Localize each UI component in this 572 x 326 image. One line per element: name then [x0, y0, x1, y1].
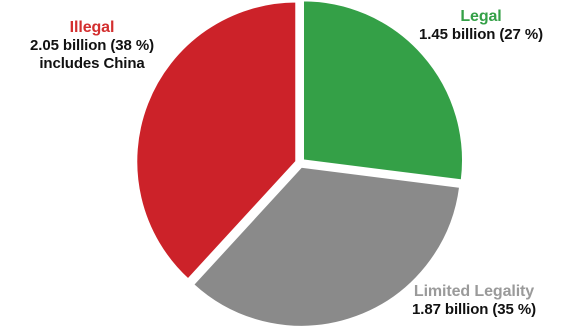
slice-note-illegal: includes China — [39, 55, 145, 72]
pie-slices — [135, 0, 464, 326]
pie-slice-limited — [191, 165, 462, 326]
slice-name-legal: Legal — [460, 8, 502, 25]
slice-label-legal: Legal 1.45 billion (27 %) — [392, 8, 570, 44]
slice-value-limited: 1.87 billion (35 %) — [412, 301, 536, 318]
slice-value-illegal: 2.05 billion (38 %) — [30, 37, 154, 54]
slice-value-legal: 1.45 billion (27 %) — [419, 26, 543, 43]
slice-name-illegal: Illegal — [69, 19, 115, 36]
slice-label-illegal: Illegal 2.05 billion (38 %) includes Chi… — [4, 19, 180, 73]
pie-slice-legal — [302, 0, 464, 182]
slice-label-limited: Limited Legality 1.87 billion (35 %) — [376, 283, 572, 319]
pie-slice-illegal — [135, 0, 298, 281]
slice-name-limited: Limited Legality — [413, 283, 535, 300]
